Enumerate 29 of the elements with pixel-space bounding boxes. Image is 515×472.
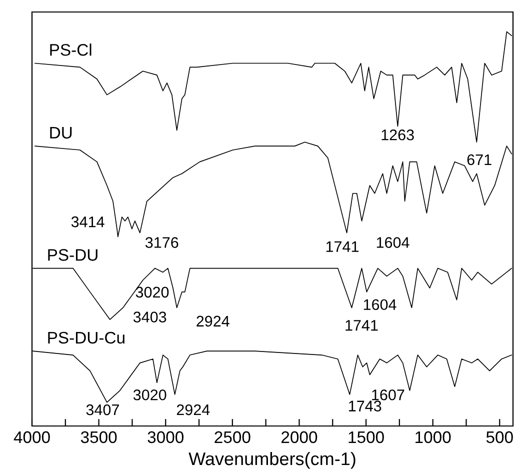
annotation: 1743	[349, 400, 382, 412]
annotation: 1604	[376, 237, 410, 248]
x-tick-label: 2500	[214, 431, 250, 444]
x-tick-label: 1500	[348, 431, 384, 444]
x-tick-label: 500	[486, 431, 513, 444]
annotation: 671	[467, 154, 492, 166]
annotation: 3020	[133, 389, 166, 400]
annotation: 2924	[176, 404, 210, 416]
annotation: 1607	[372, 389, 404, 400]
series-label: PS-DU	[48, 249, 98, 261]
x-axis-title: Wavenumbers(cm-1)	[188, 452, 356, 469]
annotation: 3176	[145, 237, 178, 248]
annotation: 1741	[346, 320, 378, 331]
series-label: DU	[50, 126, 72, 139]
annotation: 2924	[196, 316, 230, 327]
x-tick-label: 4000	[14, 431, 50, 444]
series-label: PS-DU-Cu	[48, 332, 124, 344]
x-tick-label: 3000	[148, 431, 184, 444]
annotation: 3414	[71, 216, 104, 228]
annotation: 1604	[364, 299, 396, 310]
annotation: 1741	[326, 241, 358, 252]
annotation: 1263	[382, 129, 414, 140]
x-tick-label: 3500	[80, 431, 117, 444]
series-label: PS-Cl	[50, 44, 92, 56]
annotation: 3020	[136, 286, 169, 298]
annotation: 3407	[86, 404, 119, 416]
annotation: 3403	[133, 312, 166, 322]
x-tick-label: 2000	[282, 431, 318, 444]
x-tick-label: 1000	[416, 431, 451, 444]
